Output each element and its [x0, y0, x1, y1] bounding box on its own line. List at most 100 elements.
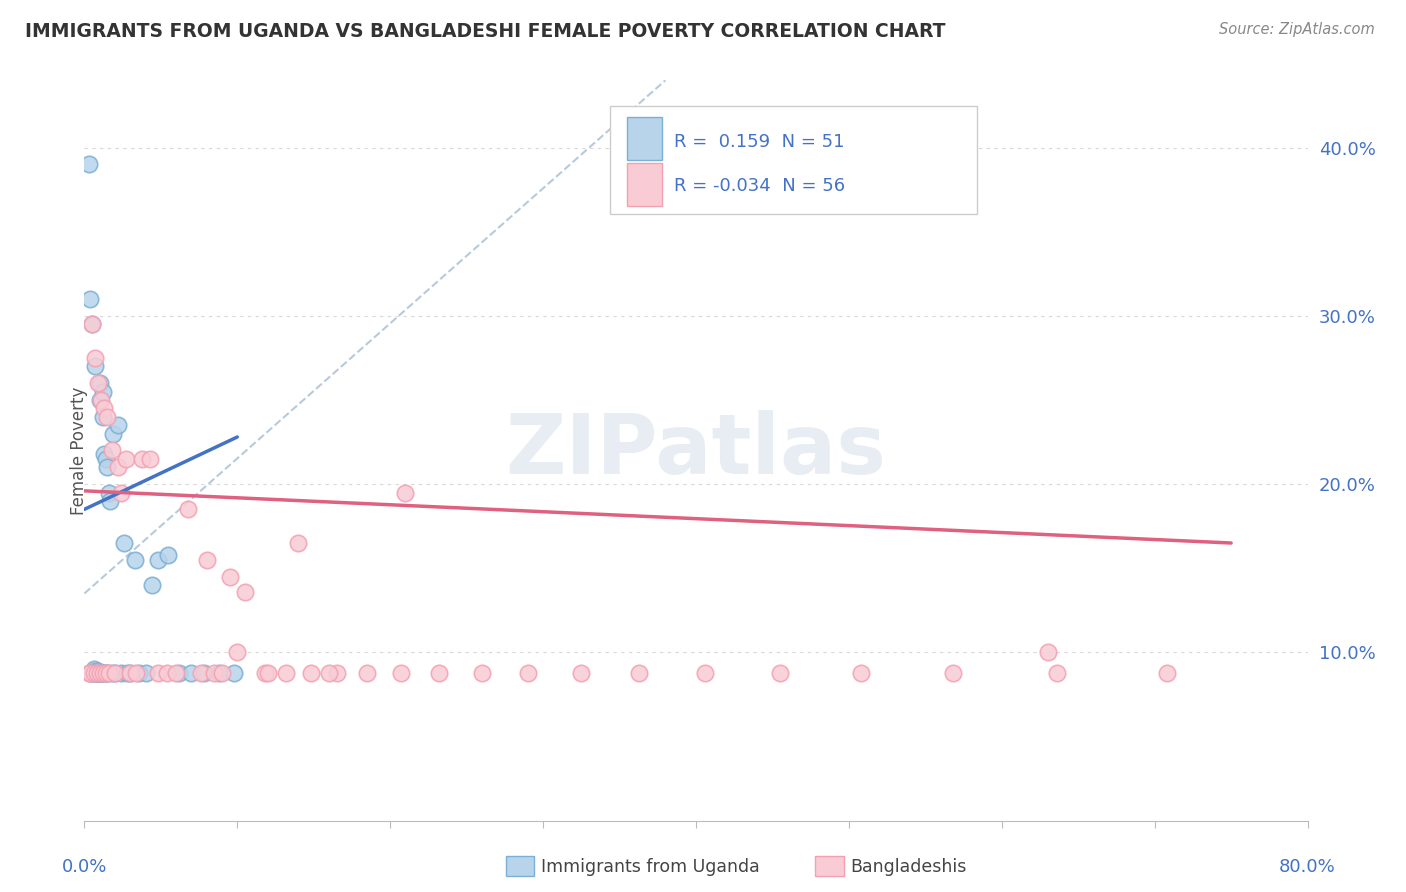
Point: [177, 502, 200, 516]
Point: [90, 392, 112, 407]
Point: [120, 665, 142, 680]
Point: [124, 553, 146, 567]
Point: [79, 292, 101, 306]
Point: [389, 665, 412, 680]
Point: [180, 665, 202, 680]
Point: [86, 665, 108, 680]
Point: [86, 665, 108, 680]
Point: [97, 485, 120, 500]
Point: [141, 578, 163, 592]
Y-axis label: Female Poverty: Female Poverty: [70, 386, 87, 515]
Point: [90, 665, 112, 680]
FancyBboxPatch shape: [627, 118, 662, 161]
Point: [104, 665, 127, 680]
Text: Bangladeshis: Bangladeshis: [851, 858, 967, 876]
Point: [299, 665, 322, 680]
Point: [120, 665, 142, 680]
Point: [80, 665, 103, 680]
Point: [79, 665, 101, 680]
Point: [110, 665, 132, 680]
Point: [195, 553, 218, 567]
Point: [94, 665, 117, 680]
Point: [87, 665, 110, 680]
Point: [695, 665, 717, 680]
Text: Source: ZipAtlas.com: Source: ZipAtlas.com: [1219, 22, 1375, 37]
Point: [83, 662, 105, 676]
Point: [83, 665, 105, 680]
Point: [125, 665, 148, 680]
Text: 0.0%: 0.0%: [62, 858, 107, 876]
Point: [94, 665, 117, 680]
Point: [287, 536, 309, 550]
Point: [628, 665, 651, 680]
Point: [131, 451, 153, 466]
Point: [104, 665, 127, 680]
Point: [224, 665, 246, 680]
Point: [87, 376, 110, 391]
FancyBboxPatch shape: [610, 106, 977, 213]
Text: Immigrants from Uganda: Immigrants from Uganda: [541, 858, 761, 876]
Point: [208, 665, 231, 680]
Point: [139, 451, 162, 466]
Point: [112, 536, 135, 550]
Point: [516, 665, 538, 680]
Point: [146, 665, 169, 680]
Point: [87, 664, 110, 678]
Point: [89, 665, 111, 680]
Point: [84, 664, 107, 678]
Point: [96, 460, 118, 475]
Point: [91, 384, 114, 399]
Point: [107, 460, 129, 475]
Point: [93, 665, 115, 680]
Point: [193, 665, 215, 680]
Point: [1036, 645, 1059, 659]
Point: [86, 665, 108, 680]
Point: [211, 665, 233, 680]
Point: [101, 665, 124, 680]
Text: R = -0.034  N = 56: R = -0.034 N = 56: [673, 178, 845, 195]
Point: [218, 569, 240, 583]
Point: [114, 451, 136, 466]
Text: 80.0%: 80.0%: [1279, 858, 1336, 876]
Point: [80, 318, 103, 332]
Point: [86, 665, 108, 680]
Point: [98, 494, 121, 508]
Point: [93, 401, 115, 416]
Text: R =  0.159  N = 51: R = 0.159 N = 51: [673, 133, 845, 151]
Point: [769, 665, 792, 680]
Point: [226, 645, 249, 659]
Point: [80, 318, 103, 332]
Point: [84, 665, 107, 680]
Point: [167, 665, 190, 680]
Point: [165, 665, 187, 680]
Point: [84, 359, 107, 374]
Point: [233, 584, 256, 599]
Point: [96, 665, 118, 680]
Point: [190, 665, 212, 680]
Point: [107, 418, 129, 433]
Point: [103, 426, 125, 441]
Point: [276, 665, 298, 680]
Point: [318, 665, 340, 680]
Point: [101, 443, 124, 458]
Point: [849, 665, 872, 680]
Point: [89, 665, 111, 680]
Point: [394, 485, 416, 500]
Point: [569, 665, 592, 680]
Point: [110, 485, 132, 500]
Point: [253, 665, 276, 680]
Point: [90, 665, 112, 680]
FancyBboxPatch shape: [627, 163, 662, 206]
Point: [97, 665, 120, 680]
Point: [91, 409, 114, 424]
Point: [115, 665, 138, 680]
Point: [90, 665, 112, 680]
Point: [942, 665, 965, 680]
Point: [91, 665, 114, 680]
Point: [325, 665, 347, 680]
Point: [77, 157, 100, 171]
Point: [77, 665, 100, 680]
Point: [83, 665, 105, 680]
Point: [79, 665, 101, 680]
Text: ZIPatlas: ZIPatlas: [506, 410, 886, 491]
